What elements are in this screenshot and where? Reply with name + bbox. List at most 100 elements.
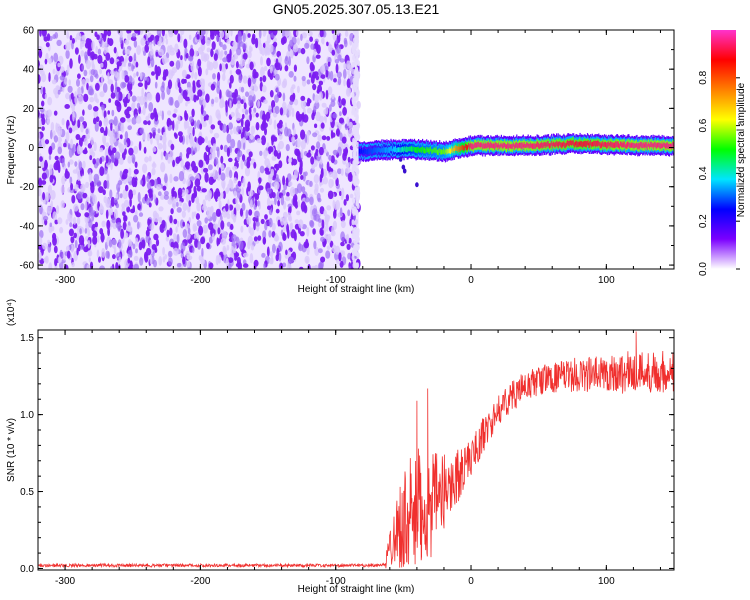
noise-blob <box>253 221 256 231</box>
noise-blob <box>339 207 343 217</box>
noise-blob <box>221 191 224 199</box>
noise-blob <box>163 190 169 196</box>
noise-blob <box>326 205 332 211</box>
noise-blob <box>81 34 86 41</box>
noise-blob <box>144 156 149 163</box>
signal-band-segment <box>389 147 391 154</box>
signal-band-segment <box>526 142 528 149</box>
noise-blob <box>238 74 243 84</box>
signal-band-segment <box>648 143 650 148</box>
noise-blob <box>41 172 48 180</box>
noise-blob <box>53 87 58 95</box>
noise-blob <box>47 239 51 245</box>
noise-blob <box>169 60 175 67</box>
signal-band-segment <box>405 147 407 153</box>
noise-blob <box>207 140 212 148</box>
noise-blob <box>242 263 249 268</box>
signal-band-segment <box>387 146 390 153</box>
noise-blob <box>120 228 124 239</box>
noise-blob <box>148 202 152 208</box>
noise-blob <box>236 190 241 199</box>
signal-band-segment <box>422 145 424 152</box>
noise-blob <box>223 144 228 153</box>
noise-blob <box>318 146 324 156</box>
signal-band-segment <box>459 146 461 152</box>
noise-blob <box>41 180 47 185</box>
y-tick-label: 1.5 <box>20 333 34 344</box>
signal-band-segment <box>631 143 633 148</box>
noise-blob <box>175 120 179 130</box>
noise-blob <box>278 55 283 63</box>
noise-blob <box>277 219 281 227</box>
signal-band-segment <box>458 144 460 150</box>
signal-band-segment <box>363 147 365 153</box>
noise-blob <box>71 104 75 113</box>
noise-blob <box>289 100 294 106</box>
noise-blob <box>191 246 195 254</box>
noise-blob <box>235 236 240 246</box>
noise-blob <box>150 57 155 68</box>
noise-blob <box>222 44 227 51</box>
signal-band-segment <box>478 141 480 147</box>
noise-blob <box>189 92 194 101</box>
noise-blob <box>68 79 71 86</box>
noise-blob <box>197 58 202 67</box>
noise-blob <box>309 36 313 42</box>
noise-blob <box>48 57 52 65</box>
signal-band-segment <box>454 145 456 151</box>
noise-blob <box>241 202 246 211</box>
noise-blob <box>88 219 93 228</box>
signal-band-segment <box>564 142 566 149</box>
noise-blob <box>121 203 126 209</box>
noise-blob <box>326 245 331 250</box>
signal-band-segment <box>511 144 513 149</box>
signal-band-segment <box>468 143 470 148</box>
noise-fringe <box>356 141 360 148</box>
noise-blob <box>214 30 217 37</box>
noise-blob <box>103 59 108 70</box>
signal-band-segment <box>365 149 367 155</box>
signal-band-segment <box>646 142 648 149</box>
signal-band-segment <box>403 147 405 154</box>
signal-band-segment <box>579 140 581 146</box>
noise-blob <box>301 75 306 82</box>
signal-band-segment <box>672 141 674 148</box>
noise-blob <box>245 209 249 219</box>
noise-blob <box>238 240 244 250</box>
signal-band-segment <box>521 143 524 149</box>
signal-band-segment <box>640 141 642 147</box>
noise-blob <box>306 130 310 137</box>
noise-blob <box>274 136 278 142</box>
signal-band-segment <box>561 142 563 149</box>
noise-blob <box>60 185 65 194</box>
noise-blob <box>299 231 305 237</box>
noise-blob <box>52 211 57 221</box>
signal-band-segment <box>594 140 596 146</box>
snr-x-ticks: -300 -200 -100 0 100 <box>55 330 661 587</box>
noise-blob <box>142 105 146 116</box>
signal-band-segment <box>617 141 619 148</box>
noise-blob <box>336 71 342 79</box>
noise-blob <box>135 248 138 254</box>
noise-blob <box>114 131 118 139</box>
noise-blob <box>291 136 296 144</box>
signal-band-segment <box>408 146 410 152</box>
noise-blob <box>199 123 203 130</box>
noise-blob <box>189 176 195 182</box>
noise-blob <box>147 120 151 126</box>
noise-blob <box>206 206 212 217</box>
noise-blob <box>64 170 70 179</box>
signal-band-segment <box>635 143 637 148</box>
noise-blob <box>178 86 182 94</box>
noise-blob <box>262 75 267 83</box>
noise-blob <box>220 155 224 164</box>
noise-blob <box>340 231 345 242</box>
noise-blob <box>63 76 68 85</box>
noise-blob <box>288 71 294 78</box>
signal-band-segment <box>655 143 658 149</box>
noise-blob <box>179 201 182 207</box>
noise-blob <box>110 154 116 163</box>
noise-blob <box>266 187 272 195</box>
noise-blob <box>287 157 293 164</box>
noise-fringe <box>353 124 357 131</box>
